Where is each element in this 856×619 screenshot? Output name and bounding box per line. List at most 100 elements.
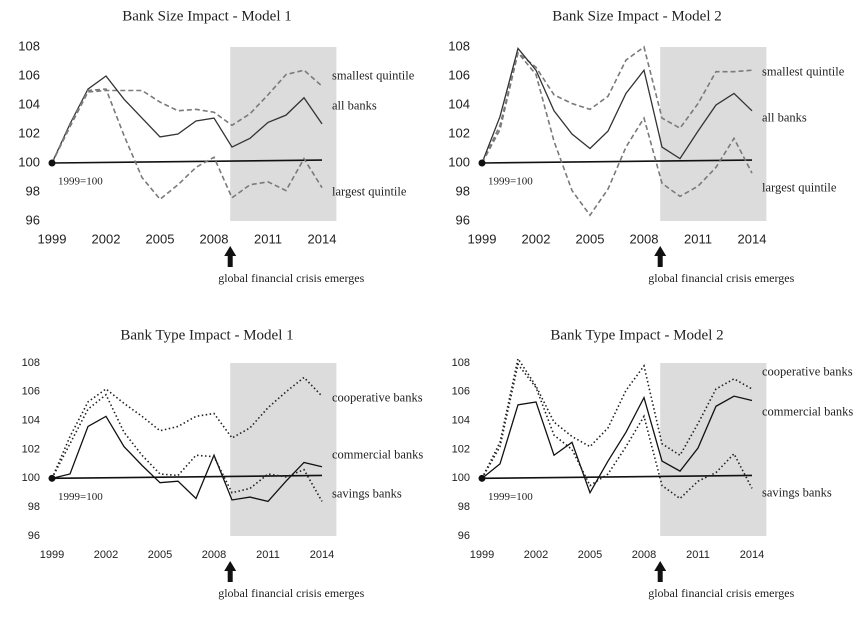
y-tick-label: 102 [22,443,40,455]
chart-panel: Bank Size Impact - Model 2 96 98 100 102 104 1… [430,0,856,300]
x-tick-label: 2014 [738,231,767,246]
crisis-shade [230,363,337,536]
chart-panel: Bank Type Impact - Model 2 96 98 100 102 104 1… [430,319,856,619]
y-tick-label: 98 [28,501,40,513]
y-tick-label: 96 [456,212,470,227]
crisis-arrow [224,561,237,582]
x-tick-label: 1999 [470,549,494,561]
chart: Bank Type Impact - Model 2 96 98 100 102 104 1… [452,327,795,600]
series-label: largest quintile [762,180,837,195]
chart-title: Bank Size Impact - Model 2 [552,8,722,24]
series-line [481,356,753,479]
y-tick-label: 104 [22,415,40,427]
chart-panel: Bank Type Impact - Model 1 96 98 100 102 104 1… [0,319,428,619]
series-label: largest quintile [332,184,407,199]
figure: Bank Size Impact - Model 1 96 98 100 102 104 1… [0,0,856,599]
crisis-shade [660,47,767,221]
chart-title: Bank Type Impact - Model 2 [550,327,723,343]
crisis-shade [660,363,767,536]
chart: Bank Size Impact - Model 1 96 98 100 102 104 1… [18,8,364,285]
crisis-arrow [224,246,237,267]
series-line [51,75,323,164]
y-tick-label: 102 [18,125,40,140]
base-label: 1999=100 [488,176,533,188]
series-label: commercial banks [332,447,424,462]
x-tick-label: 2014 [308,231,337,246]
x-tick-label: 2011 [254,231,282,246]
series-line [51,88,323,201]
base-point [478,474,486,482]
x-tick-label: 2005 [578,549,602,561]
series-label: commercial banks [762,404,854,419]
chart: Bank Size Impact - Model 2 96 98 100 102 104 1… [448,8,794,285]
base-label: 1999=100 [58,176,103,188]
series-line [481,47,753,164]
y-tick-label: 98 [458,501,470,513]
series-label: smallest quintile [762,64,845,79]
base-point [478,159,486,167]
x-tick-label: 2002 [524,549,548,561]
y-tick-label: 108 [448,38,470,53]
reference-line [51,159,323,164]
series-label: cooperative banks [762,364,853,379]
y-tick-label: 100 [452,472,470,484]
chart: Bank Type Impact - Model 1 96 98 100 102 104 1… [22,327,365,600]
x-tick-label: 2014 [310,549,334,561]
x-tick-label: 2008 [630,231,659,246]
annotation: global financial crisis emerges [648,271,794,285]
y-tick-label: 102 [448,125,470,140]
series-line [51,415,323,503]
annotation: global financial crisis emerges [218,271,364,285]
y-tick-label: 106 [22,386,40,398]
x-tick-label: 2011 [684,231,712,246]
chart-panel: Bank Size Impact - Model 1 96 98 100 102 104 1… [0,0,428,300]
y-tick-label: 102 [452,443,470,455]
annotation: global financial crisis emerges [218,586,364,600]
y-tick-label: 98 [456,183,470,198]
base-point [48,474,56,482]
x-tick-label: 2011 [686,549,710,561]
y-tick-label: 106 [18,67,40,82]
x-tick-label: 2005 [148,549,172,561]
series-label: cooperative banks [332,390,423,405]
x-tick-label: 1999 [468,231,497,246]
reference-line [481,474,753,480]
y-tick-label: 106 [452,386,470,398]
series-line [51,393,323,502]
series-label: all banks [762,110,807,125]
reference-line [481,159,753,164]
y-tick-label: 104 [18,96,40,111]
y-tick-label: 104 [448,96,470,111]
y-tick-label: 108 [452,357,470,369]
series-label: savings banks [762,485,832,500]
y-tick-label: 96 [28,530,40,542]
x-tick-label: 2005 [146,231,175,246]
series-label: savings banks [332,486,402,501]
y-tick-label: 106 [448,67,470,82]
chart-title: Bank Size Impact - Model 1 [122,8,292,24]
series-line [51,69,323,164]
x-tick-label: 2008 [632,549,656,561]
x-tick-label: 2002 [92,231,121,246]
series-line [481,51,753,217]
series-label: smallest quintile [332,68,415,83]
x-tick-label: 2011 [256,549,280,561]
y-tick-label: 96 [458,530,470,542]
y-tick-label: 104 [452,415,470,427]
y-tick-label: 96 [26,212,40,227]
x-tick-label: 1999 [38,231,67,246]
x-tick-label: 2002 [94,549,118,561]
x-tick-label: 2008 [202,549,226,561]
crisis-shade [230,47,337,221]
crisis-arrow [654,561,667,582]
x-tick-label: 2008 [200,231,229,246]
x-tick-label: 2002 [522,231,551,246]
crisis-arrow [654,246,667,267]
annotation: global financial crisis emerges [648,586,794,600]
y-tick-label: 100 [18,154,40,169]
y-tick-label: 108 [22,357,40,369]
series-label: all banks [332,98,377,113]
x-tick-label: 1999 [40,549,64,561]
y-tick-label: 100 [22,472,40,484]
x-tick-label: 2005 [576,231,605,246]
